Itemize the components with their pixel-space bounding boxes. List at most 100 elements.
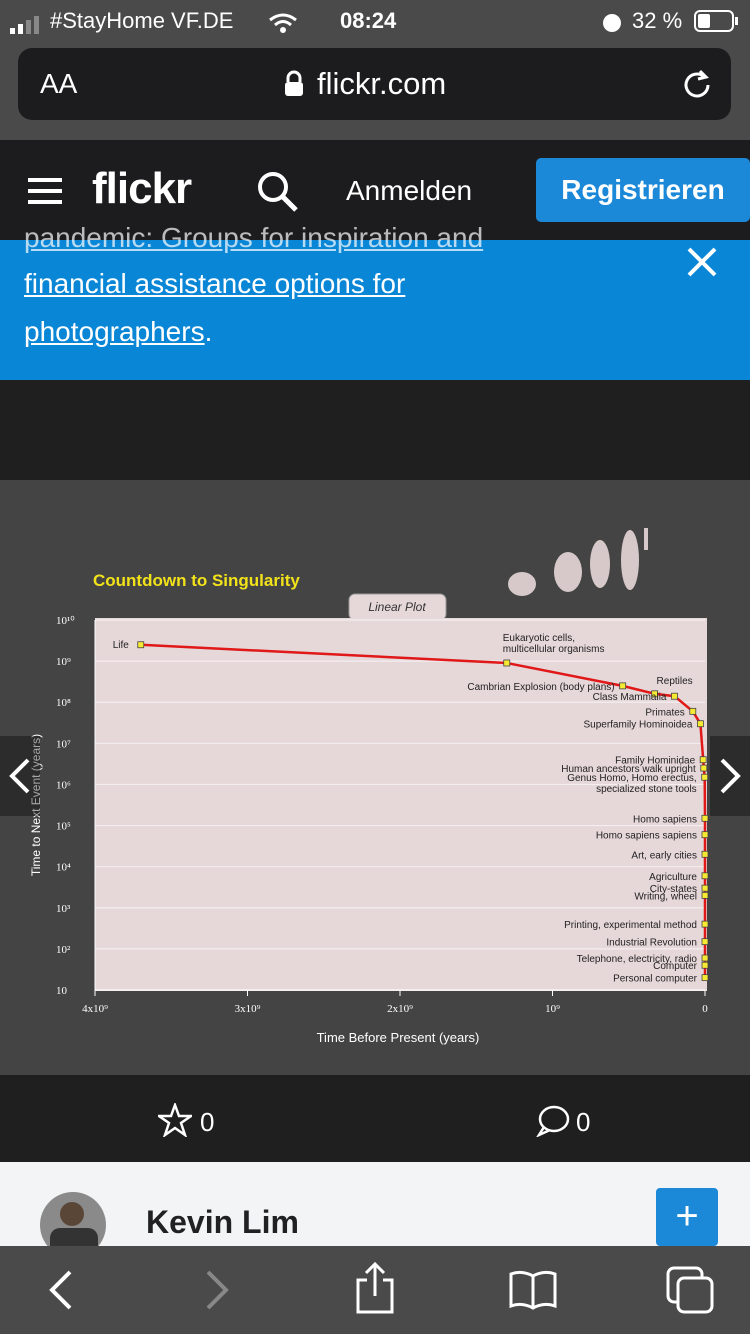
data-point bbox=[701, 850, 709, 858]
reload-icon[interactable] bbox=[680, 68, 714, 107]
point-label: Life bbox=[113, 640, 130, 651]
data-point bbox=[701, 884, 709, 892]
search-icon[interactable] bbox=[256, 170, 300, 219]
point-label: Art, early cities bbox=[631, 850, 697, 861]
y-axis-label: Time to Next Event (years) bbox=[29, 734, 43, 876]
prev-photo-button[interactable] bbox=[0, 736, 40, 816]
next-photo-button[interactable] bbox=[710, 736, 750, 816]
status-bar: #StayHome VF.DE 08:24 32 % bbox=[0, 0, 750, 44]
banner-link-line-2[interactable]: financial assistance options for bbox=[24, 268, 406, 299]
data-point bbox=[689, 707, 697, 715]
forward-icon[interactable] bbox=[200, 1268, 234, 1317]
point-label: Homo sapiens sapiens bbox=[596, 831, 697, 842]
x-tick-label: 0 bbox=[702, 1003, 708, 1015]
y-tick-label: 10² bbox=[56, 944, 71, 956]
point-label: Personal computer bbox=[613, 974, 698, 985]
owner-row: Kevin Lim + bbox=[0, 1162, 750, 1258]
text-size-button[interactable]: AA bbox=[40, 68, 78, 99]
linear-plot-tab: Linear Plot bbox=[368, 600, 426, 614]
spacer bbox=[0, 380, 750, 480]
alarm-icon bbox=[600, 10, 624, 40]
point-label: City-states bbox=[650, 884, 697, 895]
point-label: Printing, experimental method bbox=[564, 920, 697, 931]
data-point bbox=[697, 720, 704, 728]
point-label: Agriculture bbox=[649, 872, 697, 883]
y-tick-label: 10¹⁰ bbox=[56, 615, 75, 627]
data-point bbox=[137, 641, 145, 649]
chevron-right-icon bbox=[720, 758, 741, 794]
wifi-icon bbox=[268, 12, 298, 40]
back-icon[interactable] bbox=[44, 1268, 78, 1317]
y-tick-label: 10⁹ bbox=[56, 656, 71, 668]
data-point bbox=[701, 974, 709, 982]
data-point bbox=[701, 961, 709, 969]
y-tick-label: 10⁴ bbox=[56, 862, 71, 874]
y-tick-label: 10⁸ bbox=[56, 697, 71, 709]
data-point bbox=[701, 920, 709, 928]
point-label: Superfamily Hominoidea bbox=[583, 720, 692, 731]
x-tick-label: 2x10⁹ bbox=[387, 1003, 413, 1015]
share-icon[interactable] bbox=[354, 1260, 396, 1321]
y-tick-label: 10⁷ bbox=[56, 738, 71, 750]
point-label: Family Hominidae bbox=[615, 756, 695, 767]
data-point bbox=[701, 831, 709, 839]
photo-actions: 0 0 bbox=[0, 1075, 750, 1162]
sign-in-link[interactable]: Anmelden bbox=[346, 175, 473, 206]
point-label: Primates bbox=[645, 707, 684, 718]
owner-name[interactable]: Kevin Lim bbox=[146, 1204, 299, 1240]
data-point bbox=[701, 954, 709, 962]
x-tick-label: 4x10⁹ bbox=[82, 1003, 108, 1015]
y-tick-label: 10⁵ bbox=[56, 821, 71, 833]
comment-icon[interactable] bbox=[535, 1103, 570, 1144]
evolution-silhouettes-icon bbox=[508, 528, 648, 596]
address-bar[interactable]: AA flickr.com bbox=[18, 48, 731, 120]
y-tick-label: 10⁶ bbox=[56, 779, 71, 791]
y-tick-label: 10 bbox=[56, 985, 68, 997]
chart-title: Countdown to Singularity bbox=[93, 571, 300, 590]
point-label: specialized stone tools bbox=[596, 784, 697, 795]
plot-area bbox=[95, 618, 707, 991]
point-label: Homo sapiens bbox=[633, 814, 697, 825]
star-icon[interactable] bbox=[155, 1101, 195, 1144]
close-icon[interactable] bbox=[686, 246, 718, 285]
point-label: Genus Homo, Homo erectus, bbox=[567, 773, 697, 784]
x-axis-label: Time Before Present (years) bbox=[317, 1030, 480, 1045]
battery-percent: 32 % bbox=[632, 8, 683, 33]
menu-icon[interactable] bbox=[28, 176, 62, 211]
register-button[interactable]: Registrieren bbox=[536, 158, 750, 222]
data-point bbox=[701, 773, 709, 781]
faves-count: 0 bbox=[200, 1107, 215, 1137]
point-label: Industrial Revolution bbox=[606, 938, 697, 949]
comments-count: 0 bbox=[576, 1107, 591, 1137]
data-point bbox=[701, 892, 709, 899]
flickr-logo[interactable]: flickr bbox=[92, 164, 192, 213]
data-point bbox=[503, 659, 511, 667]
point-label: Writing, wheel bbox=[634, 891, 697, 902]
data-point bbox=[651, 690, 659, 698]
lock-icon bbox=[284, 70, 304, 103]
url-text[interactable]: flickr.com bbox=[317, 66, 447, 101]
data-point bbox=[701, 814, 709, 822]
banner-line-1[interactable]: pandemic: Groups for inspiration and bbox=[24, 222, 484, 253]
y-tick-label: 10³ bbox=[56, 903, 71, 915]
banner-link-line-3[interactable]: photographers bbox=[24, 316, 205, 347]
battery-icon bbox=[694, 10, 740, 38]
browser-toolbar bbox=[0, 1246, 750, 1334]
data-point bbox=[619, 682, 627, 690]
site-header: flickr Anmelden Registrieren bbox=[0, 140, 750, 240]
book-icon[interactable] bbox=[508, 1268, 558, 1317]
data-point bbox=[701, 872, 709, 880]
point-label: Eukaryotic cells, bbox=[503, 633, 575, 644]
data-point bbox=[701, 938, 709, 946]
follow-button[interactable]: + bbox=[656, 1188, 718, 1246]
point-label: multicellular organisms bbox=[503, 644, 605, 655]
point-label: Telephone, electricity, radio bbox=[577, 954, 698, 965]
chevron-left-icon bbox=[9, 758, 30, 794]
point-label: Human ancestors walk upright bbox=[561, 764, 696, 775]
point-label: Class Mammalia bbox=[593, 692, 667, 703]
tabs-icon[interactable] bbox=[664, 1264, 716, 1321]
x-tick-label: 10⁹ bbox=[545, 1003, 560, 1015]
photo-viewer[interactable]: Countdown to Singularity Linear Plot 10 1… bbox=[0, 480, 750, 1075]
data-point bbox=[671, 692, 678, 700]
data-point bbox=[700, 764, 708, 772]
